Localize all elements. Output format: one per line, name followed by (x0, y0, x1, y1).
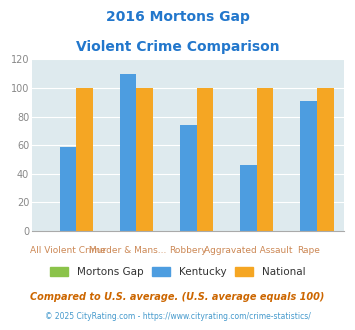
Bar (257, 88, 273, 231)
Bar (120, 74, 136, 231)
Bar (300, 101, 317, 231)
Bar (136, 88, 153, 231)
Text: All Violent Crime: All Violent Crime (30, 246, 106, 255)
Text: Aggravated Assault: Aggravated Assault (204, 246, 293, 255)
Text: Violent Crime Comparison: Violent Crime Comparison (76, 40, 279, 53)
Text: Compared to U.S. average. (U.S. average equals 100): Compared to U.S. average. (U.S. average … (30, 292, 325, 302)
Text: Rape: Rape (297, 246, 320, 255)
Bar (197, 88, 213, 231)
Legend: Mortons Gap, Kentucky, National: Mortons Gap, Kentucky, National (45, 263, 310, 281)
Text: Robbery: Robbery (169, 246, 207, 255)
Bar (180, 125, 197, 231)
Bar (317, 88, 334, 231)
Text: Murder & Mans...: Murder & Mans... (89, 246, 167, 255)
Bar (76, 88, 93, 231)
Bar (240, 165, 257, 231)
Bar (60, 147, 76, 231)
Text: © 2025 CityRating.com - https://www.cityrating.com/crime-statistics/: © 2025 CityRating.com - https://www.city… (45, 312, 310, 321)
Text: 2016 Mortons Gap: 2016 Mortons Gap (105, 10, 250, 24)
